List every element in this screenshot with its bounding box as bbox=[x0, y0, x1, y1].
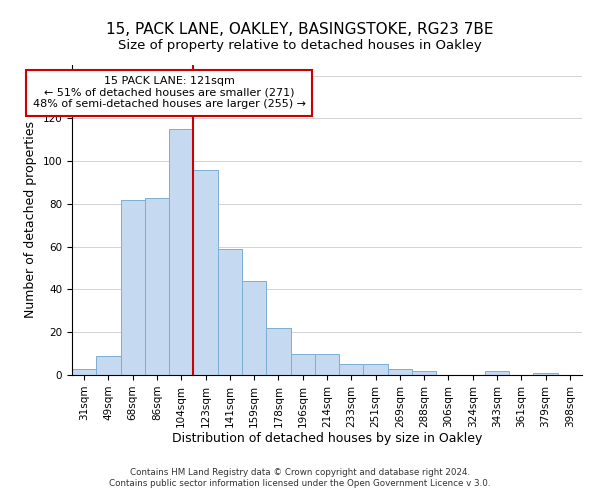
Bar bbox=[193, 170, 218, 375]
Bar bbox=[533, 373, 558, 375]
Bar bbox=[218, 249, 242, 375]
Bar bbox=[364, 364, 388, 375]
Bar bbox=[412, 370, 436, 375]
Bar bbox=[485, 370, 509, 375]
Bar bbox=[121, 200, 145, 375]
Bar bbox=[266, 328, 290, 375]
Y-axis label: Number of detached properties: Number of detached properties bbox=[24, 122, 37, 318]
Bar bbox=[339, 364, 364, 375]
Text: Size of property relative to detached houses in Oakley: Size of property relative to detached ho… bbox=[118, 39, 482, 52]
Bar bbox=[388, 368, 412, 375]
Bar bbox=[72, 368, 96, 375]
X-axis label: Distribution of detached houses by size in Oakley: Distribution of detached houses by size … bbox=[172, 432, 482, 446]
Text: 15 PACK LANE: 121sqm
← 51% of detached houses are smaller (271)
48% of semi-deta: 15 PACK LANE: 121sqm ← 51% of detached h… bbox=[32, 76, 305, 110]
Text: 15, PACK LANE, OAKLEY, BASINGSTOKE, RG23 7BE: 15, PACK LANE, OAKLEY, BASINGSTOKE, RG23… bbox=[106, 22, 494, 38]
Bar bbox=[242, 281, 266, 375]
Bar bbox=[96, 356, 121, 375]
Bar bbox=[169, 129, 193, 375]
Bar bbox=[315, 354, 339, 375]
Bar bbox=[290, 354, 315, 375]
Bar bbox=[145, 198, 169, 375]
Text: Contains HM Land Registry data © Crown copyright and database right 2024.
Contai: Contains HM Land Registry data © Crown c… bbox=[109, 468, 491, 487]
